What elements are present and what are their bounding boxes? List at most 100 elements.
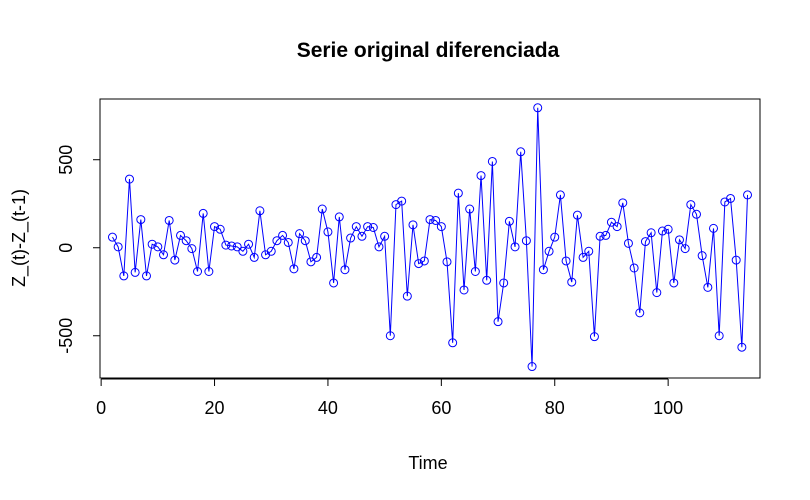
data-point — [442, 257, 452, 267]
data-point — [283, 237, 293, 247]
data-point — [453, 188, 463, 198]
data-point — [380, 231, 390, 241]
data-point — [136, 215, 146, 225]
data-point — [164, 215, 174, 225]
x-tick-label: 100 — [653, 398, 683, 418]
data-point — [300, 236, 310, 246]
chart-title: Serie original diferenciada — [297, 39, 560, 62]
data-point — [533, 103, 543, 113]
data-point — [578, 252, 588, 262]
data-point — [193, 267, 203, 277]
data-point — [709, 223, 719, 233]
data-point — [657, 226, 667, 236]
data-point — [629, 263, 639, 273]
data-point — [465, 204, 475, 214]
data-point — [482, 275, 492, 285]
data-point — [363, 222, 373, 232]
data-point — [572, 210, 582, 220]
data-point — [147, 239, 157, 249]
data-point — [119, 271, 129, 281]
data-point — [221, 240, 231, 250]
data-point — [312, 252, 322, 262]
data-point — [584, 246, 594, 256]
data-point — [329, 278, 339, 288]
data-point — [470, 267, 480, 277]
data-series — [107, 103, 753, 372]
data-point — [323, 227, 333, 237]
data-point — [448, 338, 458, 348]
data-point — [306, 257, 316, 267]
data-point — [663, 224, 673, 234]
data-point — [141, 271, 151, 281]
y-axis: -500 0 500 — [56, 145, 101, 354]
data-point — [646, 228, 656, 238]
data-point — [317, 204, 327, 214]
data-point — [357, 231, 367, 241]
x-tick-label: 40 — [318, 398, 338, 418]
data-point — [516, 147, 526, 157]
data-point — [538, 265, 548, 275]
data-point — [414, 259, 424, 269]
data-point — [697, 251, 707, 261]
data-point — [567, 277, 577, 287]
data-point — [731, 255, 741, 265]
data-point — [487, 156, 497, 166]
data-point — [493, 317, 503, 327]
data-point — [669, 278, 679, 288]
data-point — [436, 222, 446, 232]
data-point — [408, 220, 418, 230]
data-point — [402, 291, 412, 301]
data-point — [159, 250, 169, 260]
data-point — [289, 264, 299, 274]
data-point — [499, 278, 509, 288]
data-point — [176, 230, 186, 240]
data-point — [652, 288, 662, 298]
data-point — [504, 216, 514, 226]
data-point — [210, 222, 220, 232]
data-point — [215, 224, 225, 234]
data-point — [703, 282, 713, 292]
data-point — [459, 285, 469, 295]
data-point — [561, 256, 571, 266]
y-tick-label: 0 — [56, 243, 76, 253]
data-point — [124, 174, 134, 184]
data-point — [107, 232, 117, 242]
data-point — [385, 331, 395, 341]
x-tick-label: 20 — [205, 398, 225, 418]
data-point — [691, 209, 701, 219]
data-point — [737, 342, 747, 352]
data-point — [680, 244, 690, 254]
data-point — [623, 238, 633, 248]
data-point — [686, 200, 696, 210]
x-tick-label: 0 — [96, 398, 106, 418]
x-tick-label: 60 — [431, 398, 451, 418]
data-point — [425, 215, 435, 225]
y-tick-label: -500 — [56, 318, 76, 354]
data-point — [527, 362, 537, 372]
data-point — [295, 229, 305, 239]
data-point — [255, 206, 265, 216]
data-point — [374, 242, 384, 252]
data-point — [272, 236, 282, 246]
data-point — [278, 230, 288, 240]
data-point — [521, 236, 531, 246]
data-point — [714, 331, 724, 341]
data-point — [238, 246, 248, 256]
x-axis-label: Time — [408, 453, 447, 473]
data-point — [351, 222, 361, 232]
data-point — [635, 308, 645, 318]
data-point — [606, 217, 616, 227]
data-point — [249, 252, 259, 262]
data-point — [544, 246, 554, 256]
data-point — [368, 222, 378, 232]
data-point — [181, 236, 191, 246]
data-point — [743, 190, 753, 200]
data-point — [612, 222, 622, 232]
data-point — [550, 232, 560, 242]
data-point — [266, 246, 276, 256]
data-point — [130, 267, 140, 277]
y-axis-label: Z_(t)-Z_(t-1) — [9, 189, 30, 287]
data-point — [640, 237, 650, 247]
data-point — [397, 196, 407, 206]
y-tick-label: 500 — [56, 145, 76, 175]
